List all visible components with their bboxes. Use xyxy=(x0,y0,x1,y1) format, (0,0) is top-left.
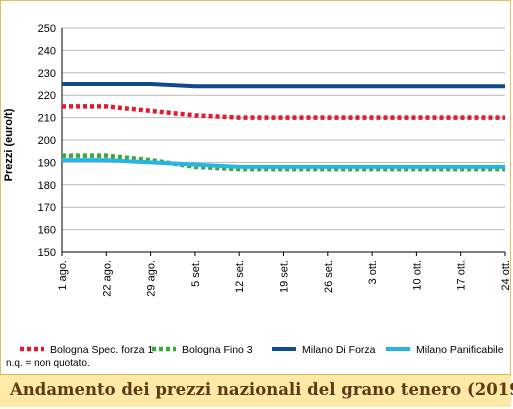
series-line xyxy=(62,104,505,120)
x-tick-label: 5 set. xyxy=(190,260,202,287)
y-tick-label: 190 xyxy=(38,157,56,169)
legend-label: Bologna Fino 3 xyxy=(182,344,253,356)
x-tick-label: 10 ott. xyxy=(411,260,423,291)
x-tick-label: 22 ago. xyxy=(101,260,113,297)
y-tick-label: 170 xyxy=(38,202,56,214)
footnote: n.q. = non quotato. xyxy=(6,358,90,369)
y-tick-label: 200 xyxy=(38,135,56,147)
x-tick-label: 1 ago. xyxy=(57,260,69,291)
x-tick-label: 3 ott. xyxy=(367,260,379,284)
y-tick-label: 160 xyxy=(38,225,56,237)
legend-label: Bologna Spec. forza 1 xyxy=(50,344,153,356)
series-line xyxy=(62,82,505,89)
y-tick-label: 210 xyxy=(38,113,56,125)
y-tick-label: 230 xyxy=(38,68,56,80)
chart-title: Andamento dei prezzi nazionali del grano… xyxy=(10,380,513,399)
y-tick-label: 180 xyxy=(38,180,56,192)
y-tick-label: 220 xyxy=(38,90,56,102)
y-tick-labels: 150 160 170 180 190 200 210 220 230 240 250 xyxy=(38,23,56,259)
y-axis-label: Prezzi (euro/t) xyxy=(3,108,15,181)
x-tick-label: 12 set. xyxy=(234,260,246,293)
x-tick-label: 19 set. xyxy=(279,260,291,293)
x-tick-label: 17 ott. xyxy=(456,260,468,291)
series-line xyxy=(62,153,505,172)
series-lines xyxy=(62,82,505,172)
gridlines xyxy=(61,27,505,253)
title-bar: Andamento dei prezzi nazionali del grano… xyxy=(0,374,513,407)
x-tick-label: 29 ago. xyxy=(146,260,158,297)
legend-label: Milano Panificabile xyxy=(416,344,504,356)
legend-label: Milano Di Forza xyxy=(302,344,376,356)
x-tick-labels: 1 ago. 22 ago. 29 ago. 5 set. 12 set. 19 set.… xyxy=(57,252,512,297)
x-tick-label: 26 set. xyxy=(323,260,335,293)
series-line xyxy=(62,158,505,169)
legend: Bologna Spec. forza 1 Bologna Fino 3 Milan… xyxy=(20,344,504,356)
y-tick-label: 240 xyxy=(38,45,56,57)
y-tick-label: 150 xyxy=(38,247,56,259)
y-tick-label: 250 xyxy=(38,23,56,35)
x-tick-label: 24 ott. xyxy=(500,260,512,291)
